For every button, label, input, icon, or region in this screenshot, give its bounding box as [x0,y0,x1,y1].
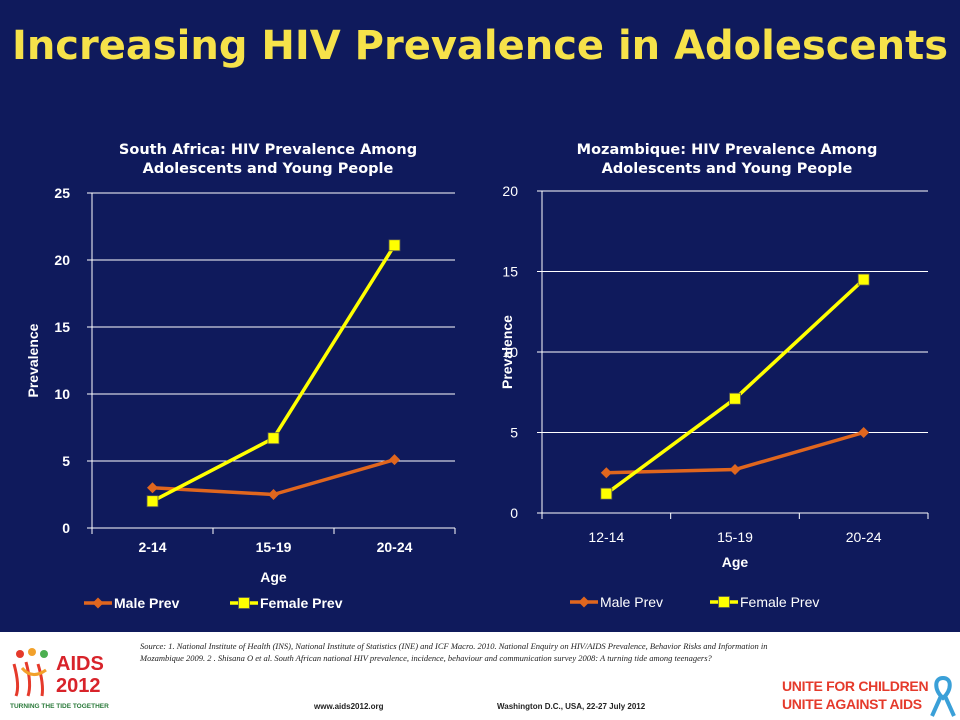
sa-point-male [389,454,400,466]
moz-point-male [729,464,741,476]
slide-title: Increasing HIV Prevalence in Adolescents [11,23,949,69]
sa-y-tick-label: 15 [54,319,70,335]
moz-y-tick-label: 10 [502,344,518,360]
moz-point-female [729,392,741,405]
moz-x-tick-label: 12-14 [588,529,624,545]
sa-point-female [388,239,401,252]
sa-x-tick-label: 2-14 [138,539,166,555]
sa-y-tick-label: 10 [54,386,70,402]
logo-right-line2: UNITE AGAINST AIDS [782,696,922,712]
sa-legend-label: Male Prev [114,595,180,611]
chart-title-south-africa: South Africa: HIV Prevalence Among Adole… [118,142,418,177]
sa-x-axis-title: Age [260,569,287,585]
moz-legend-marker [578,596,590,608]
sa-point-female [146,495,159,508]
moz-x-tick-label: 15-19 [717,529,753,545]
logo-text-aids: AIDS [56,653,104,675]
unite-for-children-logo: UNITE FOR CHILDREN UNITE AGAINST AIDS [778,672,960,720]
chart-title-mozambique: Mozambique: HIV Prevalence Among Adolesc… [576,142,878,177]
sa-legend-marker [92,597,104,609]
ribbon-icon [930,675,956,717]
moz-point-male [858,427,870,438]
moz-x-tick-label: 20-24 [846,529,882,545]
sa-y-tick-label: 5 [62,453,70,469]
sa-y-tick-label: 0 [62,520,70,536]
moz-y-tick-label: 20 [502,183,518,199]
moz-point-female [857,273,870,286]
moz-point-male [600,467,612,479]
moz-legend-label: Female Prev [740,594,819,610]
sa-point-male [147,482,158,494]
moz-point-female [600,487,613,500]
moz-y-tick-label: 0 [510,505,518,521]
logo-right-line1: UNITE FOR CHILDREN [782,678,929,694]
sa-plot-area [92,193,455,528]
footer-event: Washington D.C., USA, 22-27 July 2012 [497,702,646,711]
moz-y-tick-label: 15 [502,264,518,280]
sa-x-tick-label: 20-24 [377,539,413,555]
source-citation: Source: 1. National Institute of Health … [140,641,768,663]
sa-legend-label: Female Prev [260,595,343,611]
sa-legend-marker [238,597,250,609]
moz-legend-marker [718,596,730,608]
aids-2012-logo: AIDS 2012 TURNING THE TIDE TOGETHER [10,648,109,710]
moz-x-axis-title: Age [722,554,749,570]
sa-point-male [268,489,279,500]
charts-canvas: 0 5 10 15 20 25 2-14 15-19 20-24 Age Prevalence Mal… [25,183,929,611]
sa-y-axis-title: Prevalence [25,323,41,397]
sa-y-tick-label: 20 [54,252,70,268]
sa-y-tick-label: 25 [54,185,70,201]
moz-legend-label: Male Prev [600,594,663,610]
moz-y-axis-title: Prevalence [499,315,515,389]
moz-y-tick-label: 5 [510,425,518,441]
sa-point-female [267,432,280,445]
sa-x-tick-label: 15-19 [256,539,292,555]
logo-text-year: 2012 [56,675,101,697]
logo-tagline: TURNING THE TIDE TOGETHER [10,703,109,710]
footer-url: www.aids2012.org [314,702,384,711]
